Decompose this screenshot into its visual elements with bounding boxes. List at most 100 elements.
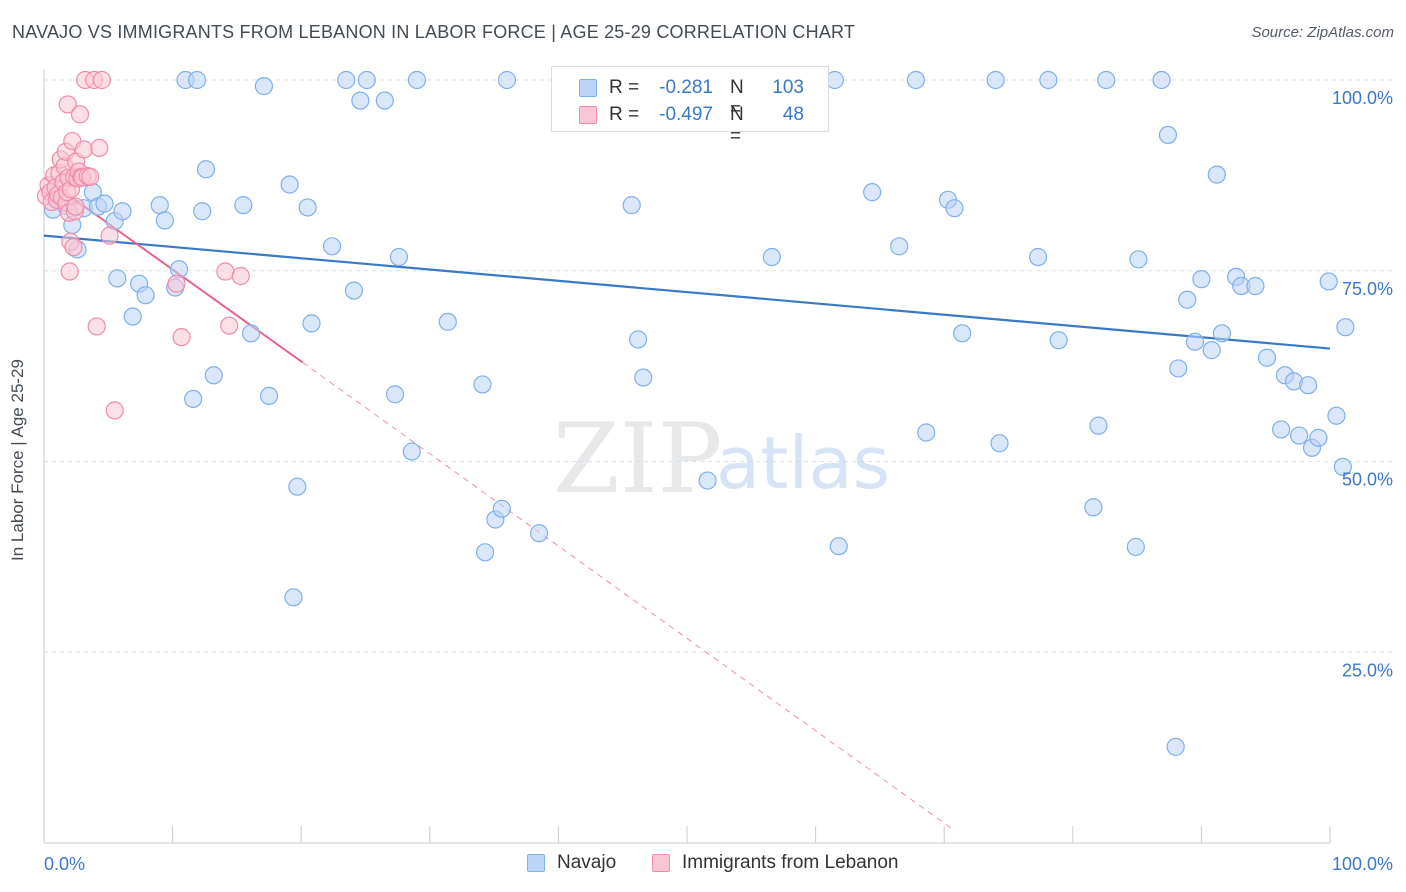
point-navajo — [1290, 426, 1309, 445]
point-navajo — [622, 196, 641, 215]
point-navajo — [1185, 332, 1205, 351]
point-navajo — [136, 286, 155, 305]
y-tick-label: 25.0% — [1342, 660, 1393, 680]
point-navajo — [1178, 290, 1197, 309]
point-navajo — [375, 91, 394, 110]
point-navajo — [254, 77, 274, 96]
point-navajo — [829, 537, 848, 556]
point-navajo — [1246, 276, 1265, 296]
point-navajo — [196, 160, 216, 179]
point-navajo — [863, 183, 882, 202]
gridlines — [44, 79, 1392, 653]
watermark-zip: ZIP — [553, 403, 722, 515]
bottom-legend-label-navajo: Navajo — [557, 852, 617, 873]
watermark-atlas: atlas — [716, 421, 890, 505]
point-navajo — [357, 70, 376, 90]
point-navajo — [634, 368, 653, 387]
legend-swatch-lebanon — [579, 106, 597, 124]
y-tick-label: 100.0% — [1332, 88, 1393, 108]
point-lebanon — [92, 70, 111, 90]
point-navajo — [1169, 359, 1188, 378]
point-navajo — [1084, 498, 1103, 517]
legend-n-value: 103 — [772, 77, 804, 98]
point-lebanon — [100, 226, 119, 245]
point-navajo — [234, 196, 253, 215]
point-navajo — [475, 543, 495, 562]
point-navajo — [698, 471, 717, 490]
point-navajo — [990, 434, 1009, 453]
point-navajo — [108, 269, 127, 288]
correlation-legend: R = -0.281 N = 103 R = -0.497 N = 48 — [551, 66, 829, 147]
legend-r-value: -0.497 — [659, 104, 713, 125]
point-navajo — [906, 70, 926, 90]
point-lebanon — [66, 197, 85, 216]
legend-n-label: N = — [730, 77, 744, 120]
point-navajo — [1272, 420, 1291, 439]
point-navajo — [1097, 70, 1116, 90]
point-navajo — [284, 588, 303, 607]
point-navajo — [204, 366, 223, 385]
point-navajo — [1327, 406, 1346, 425]
point-navajo — [150, 196, 169, 215]
point-navajo — [322, 237, 342, 256]
legend-n-value: 48 — [782, 104, 804, 125]
point-lebanon — [231, 266, 250, 286]
watermark: ZIP atlas — [553, 403, 890, 515]
point-navajo — [917, 423, 936, 442]
x-tick-label-max: 100.0% — [1332, 854, 1393, 874]
point-navajo — [288, 477, 307, 496]
point-navajo — [1202, 341, 1221, 360]
point-navajo — [344, 281, 364, 300]
bottom-legend-swatch-lebanon — [652, 854, 670, 872]
point-navajo — [385, 385, 405, 404]
point-navajo — [492, 499, 511, 518]
trend-line-lebanon-extension — [302, 361, 951, 829]
point-lebanon — [172, 328, 191, 347]
series-lebanon — [36, 70, 250, 420]
legend-r-label: R = — [609, 77, 640, 98]
point-navajo — [986, 70, 1005, 90]
point-navajo — [1319, 272, 1338, 291]
point-navajo — [407, 70, 427, 90]
source-label: Source: ZipAtlas.com — [1251, 24, 1394, 41]
point-navajo — [1333, 457, 1352, 476]
point-navajo — [530, 524, 549, 543]
point-lebanon — [167, 274, 186, 293]
point-navajo — [1028, 247, 1048, 267]
point-navajo — [762, 247, 781, 267]
point-lebanon — [220, 316, 239, 335]
point-navajo — [1126, 537, 1145, 557]
point-navajo — [113, 202, 132, 221]
point-navajo — [473, 375, 492, 394]
legend-r-label: R = — [609, 104, 640, 125]
point-navajo — [187, 70, 207, 90]
point-lebanon — [70, 105, 90, 124]
point-navajo — [1049, 331, 1068, 350]
y-tick-label: 75.0% — [1342, 279, 1393, 299]
point-navajo — [351, 91, 370, 110]
y-tick-label: 50.0% — [1342, 470, 1393, 490]
point-navajo — [95, 194, 114, 213]
point-navajo — [184, 389, 203, 409]
point-navajo — [1192, 270, 1211, 289]
point-lebanon — [74, 140, 93, 159]
point-navajo — [155, 211, 174, 230]
point-navajo — [1089, 416, 1108, 435]
point-navajo — [259, 386, 279, 405]
point-navajo — [1299, 376, 1318, 395]
point-navajo — [953, 324, 972, 343]
point-navajo — [497, 70, 517, 90]
chart-title: NAVAJO VS IMMIGRANTS FROM LEBANON IN LAB… — [12, 22, 856, 42]
point-lebanon — [105, 401, 124, 420]
trend-line-navajo — [43, 234, 1331, 350]
tick-labels: 25.0% 50.0% 75.0% 100.0% 0.0% 100.0% — [44, 88, 1393, 874]
point-lebanon — [58, 95, 77, 114]
point-lebanon — [216, 262, 235, 281]
point-lebanon — [81, 167, 100, 187]
point-lebanon — [64, 237, 83, 257]
point-navajo — [1212, 324, 1232, 343]
point-navajo — [1158, 125, 1178, 145]
axes — [43, 70, 1331, 844]
point-navajo — [1207, 165, 1226, 184]
